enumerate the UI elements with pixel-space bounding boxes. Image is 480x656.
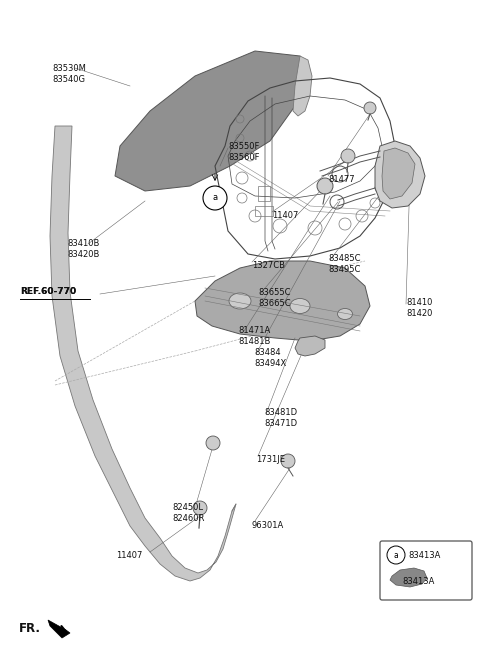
Polygon shape xyxy=(375,141,425,208)
Circle shape xyxy=(341,149,355,163)
Circle shape xyxy=(203,186,227,210)
Ellipse shape xyxy=(229,293,251,309)
Polygon shape xyxy=(115,51,310,191)
Text: 83550F
83560F: 83550F 83560F xyxy=(228,142,260,161)
Polygon shape xyxy=(48,620,70,638)
Polygon shape xyxy=(390,568,427,587)
Text: 81410
81420: 81410 81420 xyxy=(406,298,432,318)
Text: 83481D
83471D: 83481D 83471D xyxy=(264,408,297,428)
Text: 83413A: 83413A xyxy=(402,577,434,586)
Text: REF.60-770: REF.60-770 xyxy=(20,287,76,297)
Text: 1731JE: 1731JE xyxy=(256,455,285,464)
Text: 11407: 11407 xyxy=(116,552,143,560)
Polygon shape xyxy=(382,148,415,199)
Text: 11407: 11407 xyxy=(272,211,299,220)
Text: a: a xyxy=(394,550,398,560)
Polygon shape xyxy=(293,56,312,116)
Circle shape xyxy=(193,501,207,515)
Text: 81477: 81477 xyxy=(328,174,355,184)
Text: 1327CB: 1327CB xyxy=(252,262,285,270)
Polygon shape xyxy=(295,336,325,356)
Text: 81471A
81481B: 81471A 81481B xyxy=(238,326,270,346)
Text: a: a xyxy=(213,194,217,203)
Text: 83484
83494X: 83484 83494X xyxy=(254,348,286,368)
Text: 82450L
82460R: 82450L 82460R xyxy=(172,503,204,523)
Circle shape xyxy=(281,454,295,468)
Text: FR.: FR. xyxy=(19,621,41,634)
Circle shape xyxy=(364,102,376,114)
Bar xyxy=(258,186,270,201)
Circle shape xyxy=(387,546,405,564)
Text: REF.60-770: REF.60-770 xyxy=(20,287,76,297)
Polygon shape xyxy=(195,261,370,341)
Ellipse shape xyxy=(337,308,352,319)
Text: 96301A: 96301A xyxy=(252,520,284,529)
Bar xyxy=(255,206,273,216)
Polygon shape xyxy=(50,126,236,581)
Text: 83655C
83665C: 83655C 83665C xyxy=(258,288,290,308)
Circle shape xyxy=(206,436,220,450)
Text: 83530M
83540G: 83530M 83540G xyxy=(52,64,86,84)
Text: 83413A: 83413A xyxy=(408,550,440,560)
Circle shape xyxy=(317,178,333,194)
Text: 83410B
83420B: 83410B 83420B xyxy=(67,239,99,258)
Text: 83485C
83495C: 83485C 83495C xyxy=(328,255,360,274)
Ellipse shape xyxy=(290,298,310,314)
FancyBboxPatch shape xyxy=(380,541,472,600)
